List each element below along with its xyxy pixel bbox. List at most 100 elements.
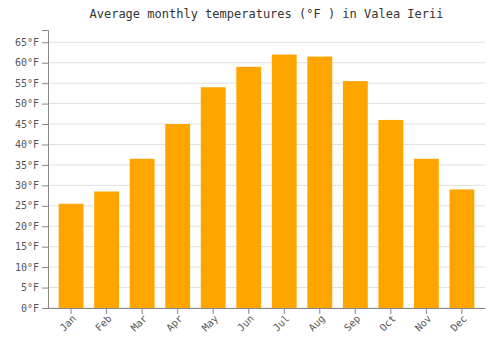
title: Average monthly temperatures (°F ) in Va…: [89, 7, 443, 21]
y-tick: 65°F: [15, 37, 48, 48]
y-tick: 15°F: [15, 241, 48, 252]
x-tick-mark: [355, 308, 356, 314]
x-tick: May: [200, 308, 221, 334]
y-tick-label: 30°F: [15, 180, 39, 191]
bar: [414, 159, 439, 308]
y-tick-label: 10°F: [15, 262, 39, 273]
y-tick-mark: [42, 206, 48, 207]
y-tick-label: 0°F: [21, 303, 39, 314]
x-tick: Sep: [342, 308, 363, 334]
y-tick-label: 50°F: [15, 98, 39, 109]
x-axis: Jan Feb Mar Apr May Jun Jul Aug Sep Oct Nov Dec: [49, 308, 486, 334]
x-tick-label: Mar: [129, 313, 150, 334]
bar: [378, 120, 403, 308]
y-tick-label: 20°F: [15, 221, 39, 232]
bar: [236, 67, 261, 308]
x-tick-mark: [248, 308, 249, 314]
x-tick-label: May: [200, 313, 221, 334]
x-tick: Apr: [164, 308, 185, 334]
y-tick-mark: [42, 144, 48, 145]
y-tick: 60°F: [15, 57, 48, 68]
y-tick-mark: [42, 185, 48, 186]
x-tick-mark: [390, 308, 391, 314]
y-tick: 40°F: [15, 139, 48, 150]
y-tick: 30°F: [15, 180, 48, 191]
y-tick-mark: [42, 165, 48, 166]
x-tick: Nov: [413, 308, 434, 334]
y-axis-line: [42, 31, 49, 309]
y-tick-label: 65°F: [15, 37, 39, 48]
x-tick-mark: [213, 308, 214, 314]
grid-line: [48, 83, 485, 84]
x-tick: Mar: [129, 308, 150, 334]
y-tick-label: 35°F: [15, 160, 39, 171]
y-tick: 0°F: [21, 303, 48, 314]
grid-line: [48, 62, 485, 63]
x-tick-mark: [284, 308, 285, 314]
y-tick-mark: [42, 267, 48, 268]
x-tick-label: Apr: [164, 313, 185, 334]
y-tick-label: 5°F: [21, 282, 39, 293]
x-tick: Aug: [306, 308, 327, 334]
x-tick-mark: [71, 308, 72, 314]
y-tick: 20°F: [15, 221, 48, 232]
bar: [130, 159, 155, 308]
x-tick-label: Feb: [93, 313, 114, 334]
y-tick: 25°F: [15, 200, 48, 211]
y-tick-label: 55°F: [15, 78, 39, 89]
x-tick-label: Dec: [448, 313, 469, 334]
x-tick: Jul: [271, 308, 292, 334]
x-tick-mark: [142, 308, 143, 314]
x-tick-label: Sep: [342, 313, 363, 334]
x-tick-label: Jul: [271, 313, 292, 334]
grid-line: [48, 144, 485, 145]
x-tick: Feb: [93, 308, 114, 334]
x-tick-mark: [461, 308, 462, 314]
y-tick-mark: [42, 226, 48, 227]
bar: [201, 87, 226, 308]
y-axis: 0°F 5°F 10°F 15°F 20°F 25°F 30°F 35°F 40°F 45°F 50…: [15, 31, 49, 314]
x-tick-mark: [319, 308, 320, 314]
y-tick: 5°F: [21, 282, 48, 293]
y-tick-label: 45°F: [15, 119, 39, 130]
y-tick-label: 40°F: [15, 139, 39, 150]
grid-line: [48, 42, 485, 43]
y-tick-mark: [42, 308, 48, 309]
x-tick-mark: [426, 308, 427, 314]
x-tick-label: Nov: [413, 313, 434, 334]
y-tick-mark: [42, 124, 48, 125]
y-tick-mark: [42, 247, 48, 248]
bar: [272, 55, 297, 308]
x-tick-mark: [177, 308, 178, 314]
y-tick-label: 60°F: [15, 57, 39, 68]
x-axis-line: [49, 308, 486, 309]
y-tick-label: 25°F: [15, 200, 39, 211]
x-tick-label: Aug: [306, 313, 327, 334]
x-tick: Jan: [58, 308, 79, 334]
grid-line: [48, 103, 485, 104]
y-tick: 10°F: [15, 262, 48, 273]
y-tick-mark: [42, 63, 48, 64]
plot: 0°F 5°F 10°F 15°F 20°F 25°F 30°F 35°F 40°F 45°F 50…: [15, 31, 486, 334]
bar: [307, 57, 332, 308]
y-tick-mark: [42, 104, 48, 105]
y-tick: 50°F: [15, 98, 48, 109]
x-tick-label: Jun: [235, 313, 256, 334]
y-tick: 55°F: [15, 78, 48, 89]
y-tick: 35°F: [15, 160, 48, 171]
x-tick-mark: [106, 308, 107, 314]
bar: [59, 204, 84, 308]
x-tick: Oct: [377, 308, 398, 334]
x-tick: Jun: [235, 308, 256, 334]
grid-line: [48, 124, 485, 125]
x-tick: Dec: [448, 308, 469, 334]
x-tick-label: Oct: [377, 313, 398, 334]
bar: [94, 191, 119, 308]
grid: [48, 42, 485, 308]
bar: [449, 189, 474, 308]
y-tick: 45°F: [15, 119, 48, 130]
y-tick-mark: [42, 288, 48, 289]
bars: [59, 55, 475, 308]
bar: [165, 124, 190, 308]
chart: 0°F 5°F 10°F 15°F 20°F 25°F 30°F 35°F 40°F 45°F 50…: [0, 0, 500, 350]
